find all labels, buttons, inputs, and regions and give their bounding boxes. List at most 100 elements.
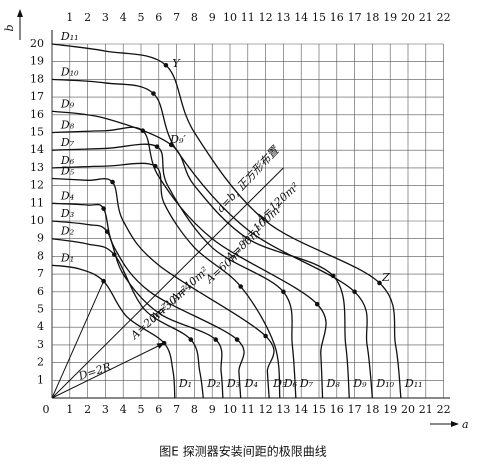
annotation: Y: [172, 57, 181, 70]
x-tick-label: 7: [173, 403, 180, 416]
knee-point: [234, 337, 240, 342]
series-label-bottom: D₂: [206, 377, 220, 390]
series-label-bottom: D₃: [226, 377, 240, 390]
x-tick-label: 12: [259, 403, 273, 416]
x-tick-label-top: 15: [312, 11, 326, 24]
curve: [51, 177, 275, 399]
y-tick-label: 15: [30, 126, 44, 139]
y-tick-label: 16: [30, 108, 44, 121]
x-tick-label-top: 8: [191, 11, 198, 24]
annotation: D₉′: [169, 133, 186, 146]
x-tick-label-top: 20: [401, 11, 415, 24]
x-tick-label: 16: [330, 403, 344, 416]
series-label-left: D₇: [60, 136, 75, 149]
y-tick-label: 10: [30, 214, 44, 227]
x-tick-label-top: 12: [259, 11, 273, 24]
x-tick-label: 6: [155, 403, 162, 416]
series-label-bottom: D₄: [244, 377, 258, 390]
x-tick-label-top: 4: [120, 11, 127, 24]
y-tick-label: 11: [30, 196, 44, 209]
x-tick-label-top: 9: [209, 11, 216, 24]
x-tick-label: 14: [294, 403, 308, 416]
y-tick-label: 2: [37, 356, 44, 369]
knee-point: [110, 179, 115, 185]
x-tick-label: 20: [401, 403, 415, 416]
x-tick-label: 13: [276, 403, 290, 416]
x-tick-label-top: 2: [84, 11, 91, 24]
curve: [51, 43, 402, 399]
curve: [51, 78, 374, 399]
x-tick-label-top: 22: [437, 11, 451, 24]
annotation: D=2R: [76, 360, 113, 383]
x-tick-label-top: 14: [294, 11, 308, 24]
x-tick-label: 0: [43, 403, 50, 416]
x-tick-label-top: 17: [348, 11, 362, 24]
x-tick-label-top: 16: [330, 11, 344, 24]
x-tick-label-top: 1: [66, 11, 73, 24]
series-label-bottom: D₁: [178, 377, 192, 390]
x-tick-label-top: 11: [241, 11, 255, 24]
knee-point: [163, 62, 169, 68]
curve: [51, 238, 204, 399]
knee-point: [188, 337, 194, 342]
y-tick-label: 3: [37, 338, 44, 351]
series-label-left: D₆: [60, 154, 75, 167]
x-tick-label-top: 5: [138, 11, 145, 24]
x-tick-label-top: 18: [365, 11, 379, 24]
x-tick-label: 17: [348, 403, 362, 416]
knee-point: [154, 144, 160, 149]
y-tick-label: 14: [30, 143, 44, 156]
x-tick-label: 21: [419, 403, 433, 416]
x-tick-label: 8: [191, 403, 198, 416]
y-tick-label: 9: [37, 232, 44, 245]
knee-point: [213, 337, 219, 342]
y-tick-label: 12: [30, 179, 44, 192]
x-tick-label-top: 6: [155, 11, 162, 24]
series-label-left: D₉: [60, 97, 75, 110]
x-tick-label: 9: [209, 403, 216, 416]
knee-point: [151, 91, 156, 96]
curve: [51, 264, 176, 399]
series-label-left: D₁₁: [60, 30, 79, 43]
knee-point: [314, 301, 320, 307]
series-label-bottom: D₆: [283, 377, 298, 390]
x-tick-label-top: 7: [173, 11, 180, 24]
y-tick-label: 6: [37, 285, 44, 298]
curve: [51, 162, 281, 399]
y-tick-label: 8: [37, 249, 44, 262]
curve: [51, 143, 297, 399]
y-tick-label: 1: [37, 373, 44, 386]
series-label-bottom: D₁₁: [404, 377, 423, 390]
x-tick-label: 1: [66, 403, 73, 416]
x-tick-label: 5: [138, 403, 145, 416]
radius-line: [51, 280, 105, 399]
x-tick-label: 18: [365, 403, 379, 416]
x-tick-label: 10: [223, 403, 237, 416]
y-tick-label: 18: [30, 72, 44, 85]
series-label-bottom: D₈: [326, 377, 341, 390]
series-label-left: D₁: [60, 251, 74, 264]
x-tick-label: 11: [241, 403, 255, 416]
knee-point: [377, 280, 382, 286]
x-tick-label-top: 3: [102, 11, 109, 24]
diagonal-line: [51, 167, 284, 399]
x-tick-label-top: 19: [383, 11, 397, 24]
y-tick-label: 17: [30, 90, 44, 103]
annotation: Z: [381, 271, 390, 284]
x-tick-label: 22: [437, 403, 451, 416]
y-tick-label: 4: [37, 320, 44, 333]
y-tick-label: 13: [30, 161, 44, 174]
annotation: A=40m²: [167, 264, 211, 305]
knee-point: [263, 333, 268, 339]
curve: [51, 202, 245, 399]
y-tick-label: 5: [37, 303, 44, 316]
x-tick-label: 3: [102, 403, 109, 416]
curve: [51, 126, 327, 399]
annotation: A=120m²: [253, 180, 302, 226]
curve: [51, 220, 224, 399]
x-tick-label-top: 10: [223, 11, 237, 24]
caption: 图E 探测器安装间距的极限曲线: [159, 444, 326, 459]
knee-point: [161, 340, 167, 346]
y-tick-label: 7: [37, 267, 44, 280]
